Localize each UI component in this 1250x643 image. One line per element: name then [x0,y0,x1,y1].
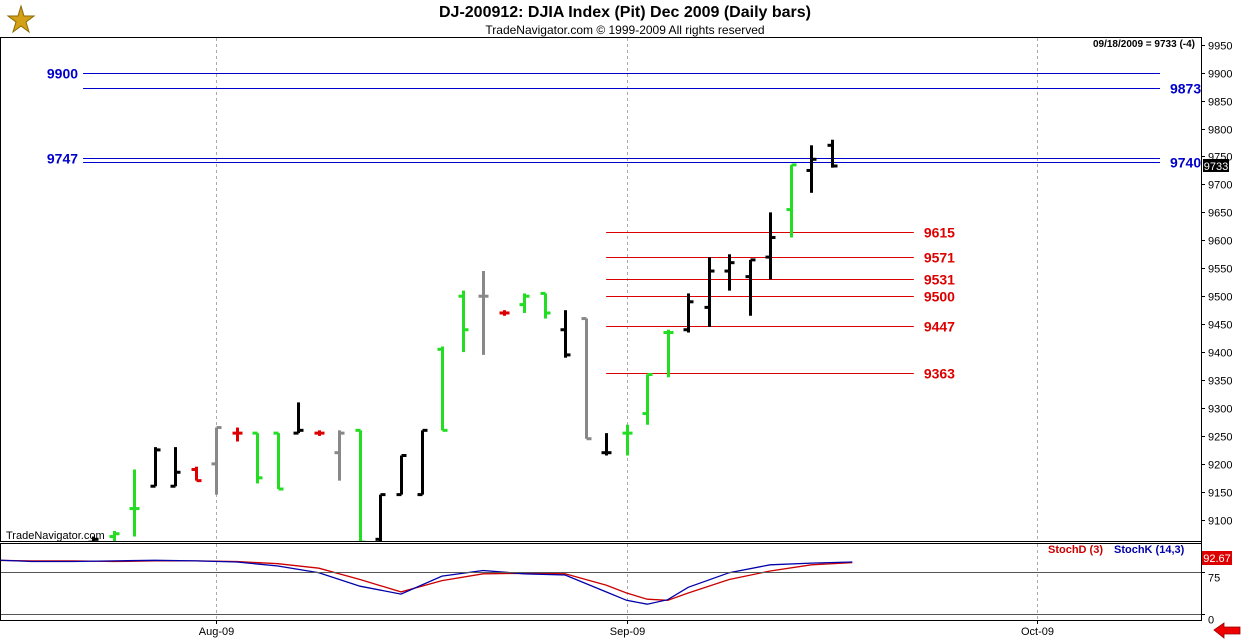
price-tick-label: 9200 [1208,460,1232,472]
stoch-value-label: 92.67 [1203,553,1231,565]
price-bar [806,145,817,193]
level-label-9615: 9615 [924,225,955,241]
price-bar [232,427,243,442]
legend-stochk[interactable]: StochK (14,3) [1114,544,1185,556]
watermark-label: TradeNavigator.com [6,530,105,542]
price-tick-label: 9450 [1208,320,1232,332]
price-tick-label: 9150 [1208,488,1232,500]
level-label-9447: 9447 [924,319,955,335]
level-label-9900: 9900 [47,66,78,82]
price-bar [252,431,263,484]
series-line-stochk [1,559,853,605]
price-bar [170,447,181,488]
series-line-stochd [1,559,853,601]
price-bar [663,329,674,378]
price-bar [724,254,735,291]
last-price-label: 9733 [1204,161,1228,173]
price-bar [334,430,345,481]
price-tick-label: 9500 [1208,292,1232,304]
price-tick-label: 9250 [1208,432,1232,444]
price-bar [478,271,489,355]
date-gridlines [216,38,1038,620]
date-tick-label: Oct-09 [1021,626,1054,638]
legend-stochd[interactable]: StochD (3) [1048,544,1103,556]
price-bar [642,372,653,425]
price-bar [704,257,715,327]
stoch-tick-label: 0 [1208,615,1214,627]
level-label-9363: 9363 [924,366,955,382]
stochastic-panel [1,559,853,605]
price-bar [273,431,284,491]
level-label-9500: 9500 [924,289,955,305]
level-label-9531: 9531 [924,272,955,288]
price-levels [83,73,1160,374]
date-tick-label: Aug-09 [199,626,234,638]
price-bar [499,310,510,316]
price-bar [437,346,448,432]
price-bar [827,139,838,168]
price-tick-label: 9950 [1208,41,1232,53]
price-bar [601,433,612,456]
price-bar [191,466,202,483]
level-label-9740: 9740 [1170,155,1201,171]
price-bar [355,428,366,541]
price-bar [540,291,551,319]
chart-subtitle: TradeNavigator.com © 1999-2009 All right… [485,23,765,37]
price-bar [396,453,407,497]
price-tick-label: 9900 [1208,69,1232,81]
price-tick-label: 9350 [1208,376,1232,388]
price-bar [581,317,592,441]
level-label-9571: 9571 [924,250,955,266]
tradenavigator-logo-icon [6,4,36,34]
price-tick-label: 9400 [1208,348,1232,360]
price-bar [745,258,756,316]
price-bar [109,530,120,541]
price-bar [683,293,694,333]
price-bar [786,163,797,238]
price-tick-label: 9850 [1208,97,1232,109]
chart-frames [0,37,1202,621]
price-bar [417,428,428,497]
price-bar [129,469,140,537]
price-tick-label: 9600 [1208,236,1232,248]
level-label-9873: 9873 [1170,81,1201,97]
date-axis[interactable]: Aug-09 Sep-09 Oct-09 [199,620,1054,638]
price-bar [375,493,386,541]
scroll-left-arrow-icon[interactable] [1213,622,1241,639]
last-price-tag: 9733 [1203,158,1229,173]
price-bar [622,424,633,456]
price-tick-label: 9550 [1208,264,1232,276]
chart-header: DJ-200912: DJIA Index (Pit) Dec 2009 (Da… [0,0,1250,38]
price-bar [765,212,776,280]
price-tick-label: 9300 [1208,404,1232,416]
price-bar [211,426,222,495]
price-bars [88,139,838,541]
price-tick-label: 9100 [1208,516,1232,528]
price-tick-label: 9800 [1208,125,1232,137]
price-bar [519,293,530,313]
price-axis[interactable]: 9100 9150 9200 9250 9300 9350 9400 9450 9500 9550… [1201,41,1232,528]
price-bar [314,430,325,436]
stoch-tick-label: 75 [1208,573,1220,585]
last-close-info: 09/18/2009 = 9733 (-4) [1093,39,1195,50]
chart-title: DJ-200912: DJIA Index (Pit) Dec 2009 (Da… [438,4,811,21]
stoch-value-tag: 92.67 [1202,551,1232,565]
price-bar [293,402,304,435]
date-tick-label: Sep-09 [610,626,645,638]
level-label-9747: 9747 [47,151,78,167]
stochastic-axis: 0 75 [1,572,1220,627]
price-tick-label: 9650 [1208,208,1232,220]
price-bar [458,290,469,353]
price-bar [88,536,99,541]
price-tick-label: 9700 [1208,180,1232,192]
price-bar [560,310,571,358]
price-bar [150,447,161,488]
